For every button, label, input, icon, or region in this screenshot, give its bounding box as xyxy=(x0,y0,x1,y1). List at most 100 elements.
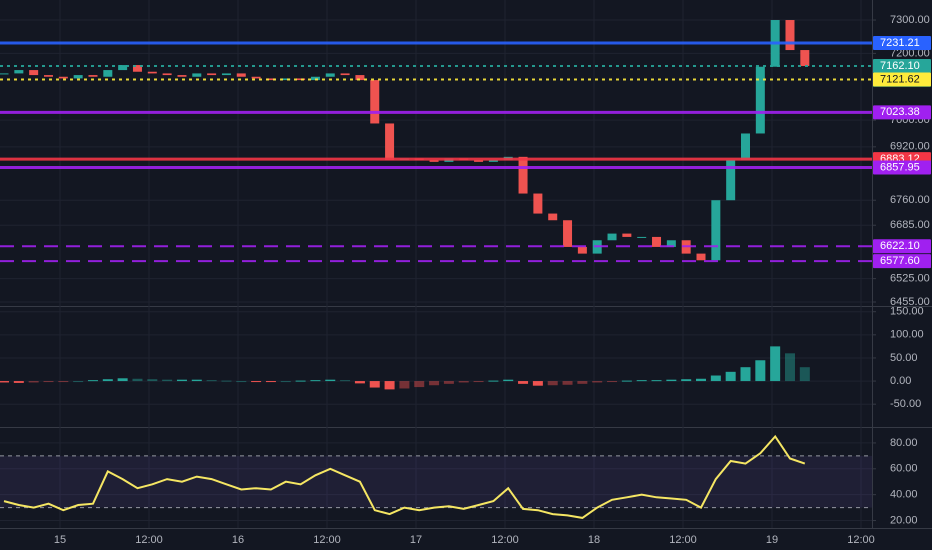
y-tick-label: 60.00 xyxy=(890,463,918,475)
histogram-bar xyxy=(621,380,632,382)
histogram-bar xyxy=(755,360,766,382)
price-tag-label: 6622.10 xyxy=(880,240,920,252)
time-label: 17 xyxy=(410,534,422,546)
y-tick-label: 7300.00 xyxy=(890,14,930,26)
histogram-bar xyxy=(518,381,529,384)
histogram-bar xyxy=(280,381,291,383)
time-label: 12:00 xyxy=(135,534,163,546)
candle xyxy=(14,70,24,74)
histogram-bar xyxy=(0,381,9,383)
price-tag-label: 7162.10 xyxy=(880,60,920,72)
histogram-bar xyxy=(651,380,662,382)
candle xyxy=(132,65,142,72)
candle xyxy=(236,73,246,77)
candle xyxy=(385,123,395,161)
y-tick-label: 100.00 xyxy=(890,329,924,341)
candle xyxy=(162,73,172,76)
histogram-bar xyxy=(770,346,781,382)
y-tick-label: 6525.00 xyxy=(890,273,930,285)
histogram-bar xyxy=(429,381,440,386)
histogram-bar xyxy=(87,380,98,382)
time-label: 16 xyxy=(232,534,244,546)
price-tag xyxy=(873,105,931,120)
histogram-bar xyxy=(725,371,736,382)
histogram-bar xyxy=(784,353,795,382)
candle xyxy=(474,160,484,162)
candle xyxy=(370,80,380,124)
histogram-bar xyxy=(503,379,514,382)
y-tick-label: 0.00 xyxy=(890,375,911,387)
time-label: 18 xyxy=(588,534,600,546)
candle xyxy=(43,75,53,77)
price-tag xyxy=(873,239,931,254)
candle xyxy=(310,76,320,81)
histogram-bar xyxy=(132,378,143,382)
candle xyxy=(696,253,706,261)
histogram-bar xyxy=(458,381,469,383)
candle xyxy=(533,193,543,214)
histogram-bar xyxy=(740,367,751,382)
price-tag xyxy=(873,72,931,87)
candle xyxy=(488,160,498,162)
histogram-bar xyxy=(236,381,247,383)
histogram-bar xyxy=(43,381,54,383)
rsi-line xyxy=(3,434,806,519)
histogram-bar xyxy=(636,380,647,382)
histogram-bar xyxy=(666,379,677,382)
candle xyxy=(73,75,83,79)
y-tick-label: 40.00 xyxy=(890,489,918,501)
histogram-bar xyxy=(488,380,499,382)
price-tag-label: 6577.60 xyxy=(880,255,920,267)
price-tag-label: 6857.95 xyxy=(880,161,920,173)
histogram-bar xyxy=(369,381,380,388)
histogram-bar xyxy=(340,380,351,382)
candle xyxy=(192,73,202,77)
candle xyxy=(340,73,350,76)
candle xyxy=(118,65,128,71)
price-tag xyxy=(873,160,931,175)
candle xyxy=(221,73,231,76)
candle xyxy=(281,78,291,81)
candle xyxy=(296,78,306,81)
histogram-bar xyxy=(547,381,558,386)
histogram-bar xyxy=(13,381,24,383)
histogram-bar xyxy=(681,379,692,382)
histogram-bar xyxy=(295,380,306,382)
time-label: 12:00 xyxy=(313,534,341,546)
candle xyxy=(607,233,617,241)
candle xyxy=(800,50,810,67)
candle xyxy=(103,70,113,77)
price-tag xyxy=(873,35,931,50)
candle xyxy=(58,76,68,79)
histogram-bar xyxy=(117,378,128,382)
y-tick-label: 7200.00 xyxy=(890,47,930,59)
price-tag-label: 7231.21 xyxy=(880,37,920,49)
candle xyxy=(563,220,573,247)
y-tick-label: 80.00 xyxy=(890,437,918,449)
histogram-bar xyxy=(325,379,336,382)
candle xyxy=(666,240,676,247)
candle xyxy=(147,71,157,74)
candle xyxy=(726,160,736,201)
candle xyxy=(177,75,187,77)
price-tag xyxy=(873,254,931,269)
candle xyxy=(0,73,9,75)
histogram-bar xyxy=(221,380,232,382)
candle xyxy=(652,236,662,247)
y-tick-label: 6455.00 xyxy=(890,296,930,308)
histogram-bar xyxy=(562,381,573,385)
candle xyxy=(785,20,795,51)
y-tick-label: 6920.00 xyxy=(890,141,930,153)
time-label: 12:00 xyxy=(847,534,875,546)
histogram-bar xyxy=(399,381,410,389)
candle xyxy=(711,200,721,261)
y-tick-label: -50.00 xyxy=(890,398,921,410)
time-label: 12:00 xyxy=(669,534,697,546)
histogram-bar xyxy=(414,381,425,388)
y-tick-label: 150.00 xyxy=(890,306,924,318)
price-tag-label: 7121.62 xyxy=(880,73,920,85)
histogram-bar xyxy=(696,378,707,382)
